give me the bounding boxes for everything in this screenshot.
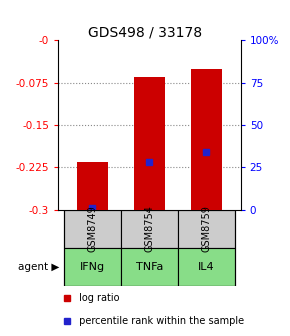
Text: GSM8754: GSM8754 — [144, 205, 154, 252]
Text: GDS498 / 33178: GDS498 / 33178 — [88, 25, 202, 39]
Text: log ratio: log ratio — [76, 293, 120, 303]
Bar — [64, 210, 121, 248]
Text: GSM8759: GSM8759 — [202, 205, 211, 252]
Bar — [178, 210, 235, 248]
Bar — [121, 210, 178, 248]
Text: percentile rank within the sample: percentile rank within the sample — [76, 316, 244, 326]
Bar — [121, 248, 178, 287]
Text: TNFa: TNFa — [136, 262, 163, 272]
Text: IL4: IL4 — [198, 262, 215, 272]
Bar — [191, 69, 222, 210]
Bar — [134, 77, 165, 210]
Bar — [77, 162, 108, 210]
Bar — [178, 248, 235, 287]
Text: agent ▶: agent ▶ — [18, 262, 59, 272]
Text: GSM8749: GSM8749 — [87, 205, 97, 252]
Bar — [64, 248, 121, 287]
Text: IFNg: IFNg — [80, 262, 105, 272]
